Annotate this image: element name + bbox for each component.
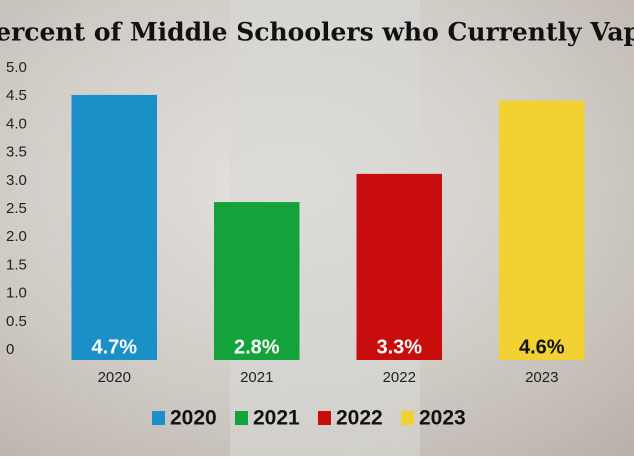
value-label: 4.7% (91, 336, 137, 358)
y-tick-label: 3.5 (6, 144, 27, 161)
legend-swatch (235, 411, 248, 425)
y-tick-label: 3.0 (6, 172, 27, 189)
bar (356, 173, 442, 360)
y-tick-label: 1.5 (6, 256, 27, 273)
value-label: 2.8% (234, 336, 280, 358)
legend-label: 2021 (253, 407, 300, 430)
value-label: 3.3% (376, 336, 422, 358)
x-tick-label: 2021 (240, 369, 273, 386)
x-tick-label: 2020 (98, 369, 131, 386)
legend-label: 2020 (170, 407, 217, 430)
value-label: 4.6% (519, 336, 565, 358)
legend-swatch (152, 411, 165, 425)
legend-label: 2022 (336, 407, 383, 430)
y-tick-label: 0.5 (6, 313, 27, 330)
bar (71, 94, 157, 361)
chart-title: Percent of Middle Schoolers who Currentl… (0, 18, 634, 47)
bar (499, 100, 585, 360)
legend-label: 2023 (419, 407, 466, 430)
y-tick-label: 0 (6, 341, 14, 358)
bar (214, 202, 300, 360)
y-tick-label: 2.0 (6, 228, 27, 245)
y-tick-label: 5.0 (6, 59, 27, 76)
y-tick-label: 4.5 (6, 87, 27, 104)
y-tick-label: 2.5 (6, 200, 27, 217)
y-tick-label: 4.0 (6, 115, 27, 132)
x-tick-label: 2023 (525, 369, 558, 386)
legend-swatch (318, 411, 331, 425)
legend-swatch (401, 411, 414, 425)
x-tick-label: 2022 (383, 369, 416, 386)
y-tick-label: 1.0 (6, 285, 27, 302)
